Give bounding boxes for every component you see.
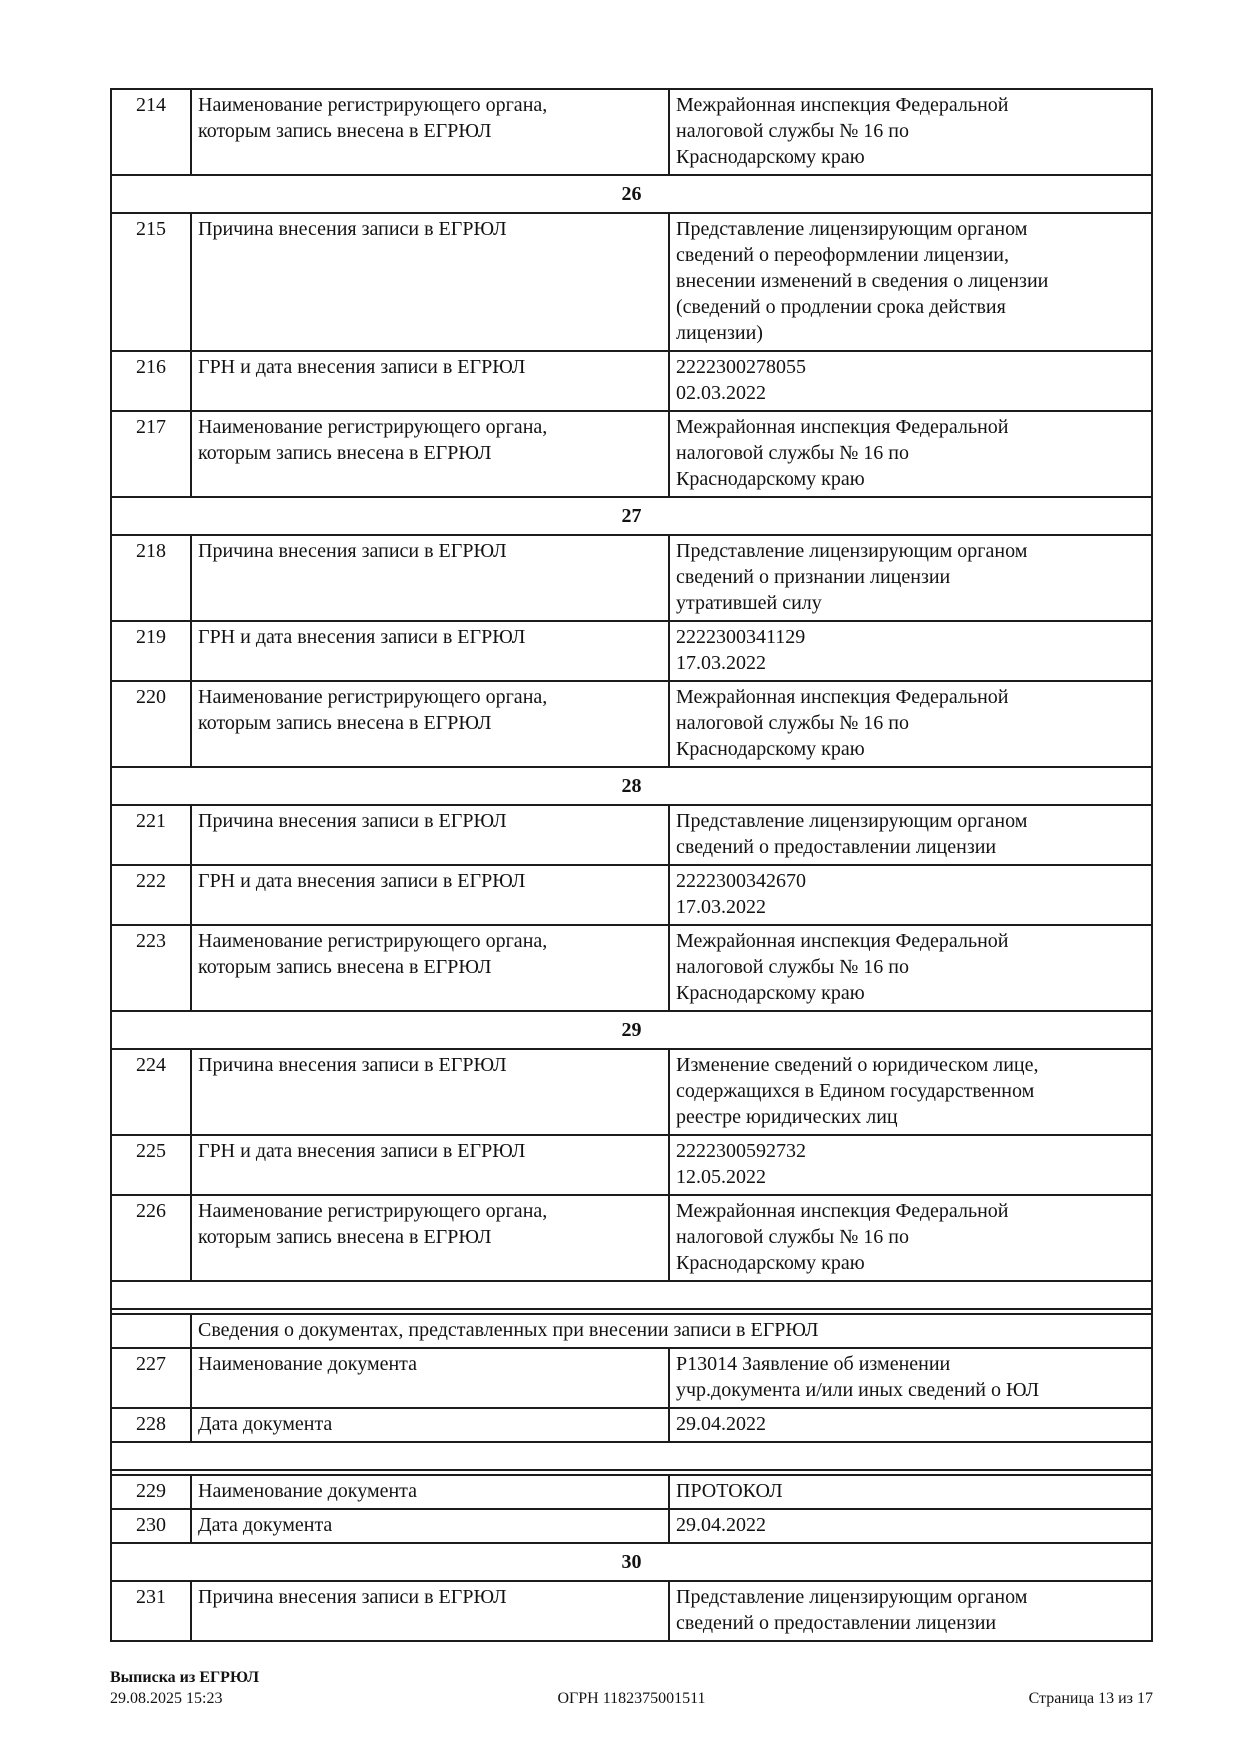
footer-page-number: Страница 13 из 17 bbox=[1028, 1690, 1153, 1707]
row-number: 223 bbox=[112, 926, 192, 1010]
row-value: Межрайонная инспекция Федеральной налого… bbox=[676, 94, 1009, 168]
table-row-entry-215: 215 Причина внесения записи в ЕГРЮЛ Предст… bbox=[112, 212, 1151, 350]
row-value: 2222300341129 17.03.2022 bbox=[676, 626, 806, 674]
row-label: ГРН и дата внесения записи в ЕГРЮЛ bbox=[192, 1136, 670, 1194]
section-number: 30 bbox=[621, 1551, 642, 1573]
table-row-entry-222: 222 ГРН и дата внесения записи в ЕГРЮЛ 222… bbox=[112, 864, 1151, 924]
section-number: 27 bbox=[621, 505, 642, 527]
row-number: 214 bbox=[112, 90, 192, 174]
row-value: Межрайонная инспекция Федеральной налого… bbox=[676, 416, 1009, 490]
row-label: Причина внесения записи в ЕГРЮЛ bbox=[192, 1050, 670, 1134]
table-row-entry-214: 214 Наименование регистрирующего органа, … bbox=[112, 90, 1151, 174]
footer-doc-type: Выписка из ЕГРЮЛ bbox=[110, 1669, 260, 1686]
footer-ogrn: ОГРН 1182375001511 bbox=[557, 1690, 706, 1707]
row-value: Межрайонная инспекция Федеральной налого… bbox=[676, 686, 1009, 760]
row-number: 217 bbox=[112, 412, 192, 496]
row-number: 222 bbox=[112, 866, 192, 924]
table-row-entry-231: 231 Причина внесения записи в ЕГРЮЛ Предст… bbox=[112, 1580, 1151, 1640]
row-number: 221 bbox=[112, 806, 192, 864]
row-number: 231 bbox=[112, 1582, 192, 1640]
row-value: ПРОТОКОЛ bbox=[676, 1480, 783, 1502]
table-section-header-26: 26 bbox=[112, 174, 1151, 212]
row-number: 230 bbox=[112, 1510, 192, 1542]
row-label: Дата документа bbox=[192, 1510, 670, 1542]
row-value: Представление лицензирующим органом свед… bbox=[676, 540, 1028, 614]
row-label: Наименование документа bbox=[192, 1349, 670, 1407]
row-label: ГРН и дата внесения записи в ЕГРЮЛ bbox=[192, 352, 670, 410]
table-row-entry-225: 225 ГРН и дата внесения записи в ЕГРЮЛ 222… bbox=[112, 1134, 1151, 1194]
table-section-header-27: 27 bbox=[112, 496, 1151, 534]
section-number: 29 bbox=[621, 1019, 642, 1041]
table-section-header-30: 30 bbox=[112, 1542, 1151, 1580]
footer-generated-datetime: 29.08.2025 15:23 bbox=[110, 1690, 223, 1707]
table-empty-row bbox=[112, 1280, 1151, 1308]
row-number: 218 bbox=[112, 536, 192, 620]
table-divider-row bbox=[112, 1469, 1151, 1474]
table-row-entry-219: 219 ГРН и дата внесения записи в ЕГРЮЛ 222… bbox=[112, 620, 1151, 680]
page-footer: Выписка из ЕГРЮЛ 29.08.2025 15:23 ОГРН 1… bbox=[110, 1668, 1153, 1709]
row-value: Р13014 Заявление об изменении учр.докуме… bbox=[676, 1353, 1040, 1401]
table-row-entry-230: 230 Дата документа 29.04.2022 bbox=[112, 1508, 1151, 1542]
row-label: Наименование регистрирующего органа, кот… bbox=[192, 412, 670, 496]
table-empty-row bbox=[112, 1441, 1151, 1469]
table-subheading-row: Сведения о документах, представленных пр… bbox=[112, 1313, 1151, 1347]
row-number: 225 bbox=[112, 1136, 192, 1194]
table-row-entry-221: 221 Причина внесения записи в ЕГРЮЛ Предст… bbox=[112, 804, 1151, 864]
row-number: 216 bbox=[112, 352, 192, 410]
row-label: Наименование регистрирующего органа, кот… bbox=[192, 1196, 670, 1280]
table-section-header-28: 28 bbox=[112, 766, 1151, 804]
row-number: 215 bbox=[112, 214, 192, 350]
row-label: Дата документа bbox=[192, 1409, 670, 1441]
row-number: 227 bbox=[112, 1349, 192, 1407]
table-row-entry-226: 226 Наименование регистрирующего органа, … bbox=[112, 1194, 1151, 1280]
row-value: Представление лицензирующим органом свед… bbox=[676, 218, 1049, 344]
row-value: 2222300342670 17.03.2022 bbox=[676, 870, 806, 918]
row-label: Наименование регистрирующего органа, кот… bbox=[192, 926, 670, 1010]
section-number: 26 bbox=[621, 183, 642, 205]
table-row-entry-220: 220 Наименование регистрирующего органа, … bbox=[112, 680, 1151, 766]
row-number: 219 bbox=[112, 622, 192, 680]
row-number: 229 bbox=[112, 1476, 192, 1508]
row-label: Наименование регистрирующего органа, кот… bbox=[192, 682, 670, 766]
footer-line: 29.08.2025 15:23 ОГРН 1182375001511 Стра… bbox=[110, 1689, 1153, 1709]
row-value: Представление лицензирующим органом свед… bbox=[676, 1586, 1028, 1634]
table-row-entry-216: 216 ГРН и дата внесения записи в ЕГРЮЛ 222… bbox=[112, 350, 1151, 410]
row-label: Причина внесения записи в ЕГРЮЛ bbox=[192, 806, 670, 864]
table-row-entry-228: 228 Дата документа 29.04.2022 bbox=[112, 1407, 1151, 1441]
section-number: 28 bbox=[621, 775, 642, 797]
subheading-text: Сведения о документах, представленных пр… bbox=[198, 1319, 819, 1341]
table-row-entry-224: 224 Причина внесения записи в ЕГРЮЛ Измене… bbox=[112, 1048, 1151, 1134]
row-value: 2222300278055 02.03.2022 bbox=[676, 356, 806, 404]
row-value: 2222300592732 12.05.2022 bbox=[676, 1140, 806, 1188]
row-label: ГРН и дата внесения записи в ЕГРЮЛ bbox=[192, 866, 670, 924]
row-number: 220 bbox=[112, 682, 192, 766]
row-value: Представление лицензирующим органом свед… bbox=[676, 810, 1028, 858]
row-value: 29.04.2022 bbox=[676, 1514, 766, 1536]
row-number: 228 bbox=[112, 1409, 192, 1441]
row-label: ГРН и дата внесения записи в ЕГРЮЛ bbox=[192, 622, 670, 680]
table-row-entry-223: 223 Наименование регистрирующего органа, … bbox=[112, 924, 1151, 1010]
row-value: Межрайонная инспекция Федеральной налого… bbox=[676, 1200, 1009, 1274]
table-section-header-29: 29 bbox=[112, 1010, 1151, 1048]
row-label: Причина внесения записи в ЕГРЮЛ bbox=[192, 1582, 670, 1640]
row-label: Наименование документа bbox=[192, 1476, 670, 1508]
row-label: Причина внесения записи в ЕГРЮЛ bbox=[192, 214, 670, 350]
row-number: 224 bbox=[112, 1050, 192, 1134]
table-row-entry-229: 229 Наименование документа ПРОТОКОЛ bbox=[112, 1474, 1151, 1508]
row-label: Причина внесения записи в ЕГРЮЛ bbox=[192, 536, 670, 620]
table-row-entry-218: 218 Причина внесения записи в ЕГРЮЛ Предст… bbox=[112, 534, 1151, 620]
empty-cell bbox=[112, 1282, 124, 1308]
table-row-entry-217: 217 Наименование регистрирующего органа, … bbox=[112, 410, 1151, 496]
egrul-table: 214 Наименование регистрирующего органа, … bbox=[110, 88, 1153, 1642]
row-value: 29.04.2022 bbox=[676, 1413, 766, 1435]
row-value: Изменение сведений о юридическом лице, с… bbox=[676, 1054, 1039, 1128]
table-divider-row bbox=[112, 1308, 1151, 1313]
row-label: Наименование регистрирующего органа, кот… bbox=[192, 90, 670, 174]
row-value: Межрайонная инспекция Федеральной налого… bbox=[676, 930, 1009, 1004]
row-number-empty bbox=[112, 1315, 192, 1347]
table-row-entry-227: 227 Наименование документа Р13014 Заявлени… bbox=[112, 1347, 1151, 1407]
empty-cell bbox=[112, 1443, 124, 1469]
row-number: 226 bbox=[112, 1196, 192, 1280]
